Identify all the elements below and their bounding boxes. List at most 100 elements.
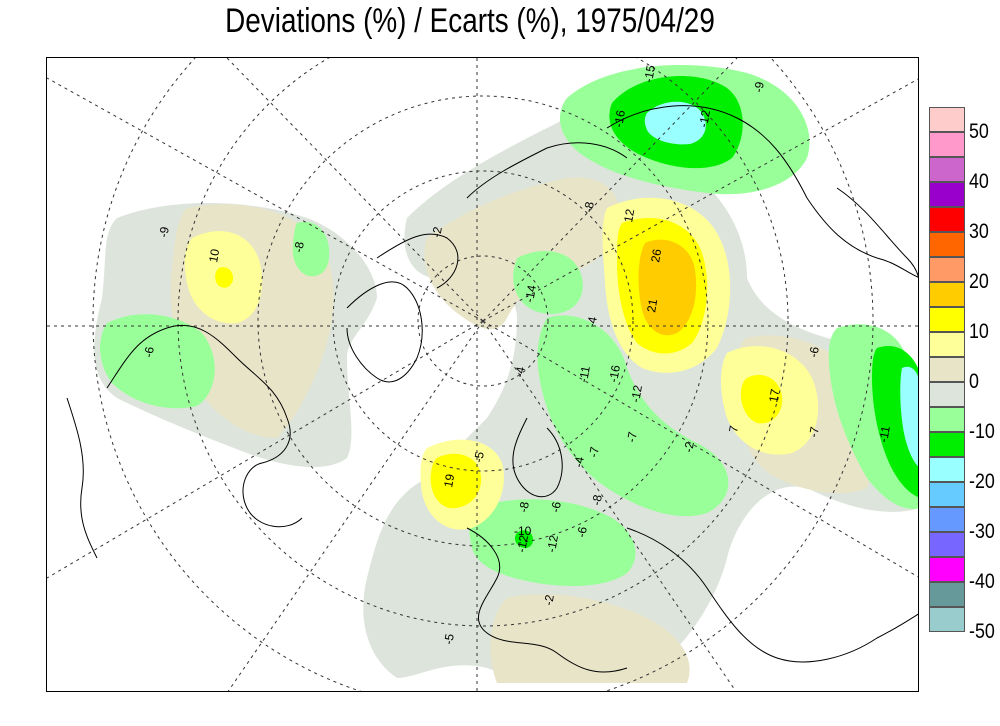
field-green-west	[100, 314, 215, 409]
legend-swatch	[929, 357, 965, 382]
field-europe-green	[469, 499, 636, 586]
contour-label: -6	[574, 525, 590, 538]
coast-greenland	[346, 281, 423, 383]
legend-label: 10	[969, 320, 989, 343]
coast-north-america	[106, 324, 303, 528]
field-south-europe-beige	[490, 594, 690, 683]
contour-label: -7	[624, 430, 640, 443]
legend-swatch	[929, 457, 965, 482]
field-siberia-cyan	[644, 101, 706, 145]
field-green-small	[292, 221, 330, 277]
field-central-green-2	[537, 315, 729, 517]
legend-label: 50	[969, 120, 989, 143]
legend-label: 30	[969, 220, 989, 243]
graticule	[47, 58, 918, 691]
contour-label: -9	[751, 80, 767, 93]
contour-label: -2	[429, 225, 445, 238]
contour-label: -4	[512, 365, 528, 378]
field-central-green	[513, 250, 583, 314]
graticule-circle-3	[257, 95, 709, 547]
contour-label: -2	[681, 440, 697, 453]
legend-label: -30	[969, 520, 995, 543]
legend-swatch	[929, 207, 965, 232]
field-east-cyan	[900, 366, 918, 467]
contour-label: -6	[806, 345, 822, 358]
legend-swatch	[929, 407, 965, 432]
contour-label: -6	[548, 500, 564, 513]
graticule-circle-4	[177, 58, 789, 627]
coast-pacific	[836, 187, 918, 277]
map-title: Deviations (%) / Ecarts (%), 1975/04/29	[225, 2, 715, 40]
graticule-meridian-4	[482, 58, 738, 322]
deviation-fields	[94, 65, 918, 683]
contour-label: -14	[522, 284, 539, 304]
contour-label: -16	[606, 364, 623, 384]
coast-asia	[626, 527, 918, 663]
field-orange-center	[638, 239, 697, 336]
contour-label: -11	[876, 425, 893, 444]
coast-siberia	[606, 105, 918, 278]
contour-label: 21	[644, 298, 660, 314]
graticule-meridian-7	[482, 320, 918, 578]
graticule-circle-2	[332, 170, 634, 472]
contour-label: -7	[806, 425, 822, 438]
legend-swatch	[929, 607, 965, 632]
graticule-circle-1	[417, 255, 549, 387]
map-svg: 10 -9 -8 -6 -15 -9 -16 -12 26 21 12 17 -…	[47, 58, 918, 691]
field-yellow-west-core	[215, 267, 234, 288]
legend-swatch	[929, 107, 965, 132]
field-europe-bright	[514, 530, 534, 548]
contour-label: -12	[696, 109, 713, 129]
contour-label: -9	[156, 225, 172, 238]
contour-label: -4	[571, 455, 587, 468]
graticule-meridian-6	[227, 320, 484, 691]
field-yellow-europe-core	[430, 453, 482, 509]
contour-label: -11	[576, 365, 593, 384]
coast-west-coast	[66, 397, 98, 559]
legend-swatch	[929, 532, 965, 557]
contour-label: -16	[611, 109, 628, 129]
field-yellow-east-core	[740, 374, 783, 424]
legend-swatch	[929, 582, 965, 607]
field-europe-beige	[424, 177, 620, 330]
contour-label: 7	[726, 424, 741, 433]
contour-label: -5	[441, 632, 457, 645]
contour-label: 19	[441, 473, 457, 489]
legend-swatch	[929, 332, 965, 357]
contour-label: -12	[514, 534, 531, 554]
contour-label: -8	[516, 500, 532, 513]
legend-label: -20	[969, 470, 995, 493]
legend-swatch	[929, 507, 965, 532]
contour-label: -7	[586, 445, 602, 458]
legend-swatch	[929, 257, 965, 282]
legend-label: -50	[969, 620, 995, 643]
legend-label: -40	[969, 570, 995, 593]
contour-label: -8	[291, 240, 307, 253]
legend-swatch	[929, 382, 965, 407]
contour-label: 17	[766, 388, 782, 404]
contour-label: -8	[589, 493, 605, 506]
contour-label: 12	[621, 208, 637, 224]
coast-scandinavia	[512, 417, 563, 498]
contour-label: -2	[541, 593, 557, 606]
contour-label: -5	[471, 450, 487, 463]
contour-label: 26	[648, 248, 664, 264]
graticule-meridian-2	[226, 58, 484, 322]
legend-label: 20	[969, 270, 989, 293]
contour-label: -8	[581, 200, 597, 213]
contour-label: -4	[584, 315, 600, 328]
legend-label: 0	[969, 370, 979, 393]
legend-swatch	[929, 157, 965, 182]
legend-swatch	[929, 132, 965, 157]
contour-label: -10	[514, 524, 532, 538]
legend-swatch	[929, 482, 965, 507]
contour-label: 10	[206, 248, 222, 264]
legend-swatch	[929, 307, 965, 332]
contour-label: -6	[141, 345, 157, 358]
graticule-meridian-5	[47, 320, 484, 579]
legend-swatch	[929, 432, 965, 457]
contour-label: -12	[544, 534, 561, 554]
legend-swatch	[929, 232, 965, 257]
coastlines	[66, 105, 918, 673]
legend-swatch	[929, 282, 965, 307]
